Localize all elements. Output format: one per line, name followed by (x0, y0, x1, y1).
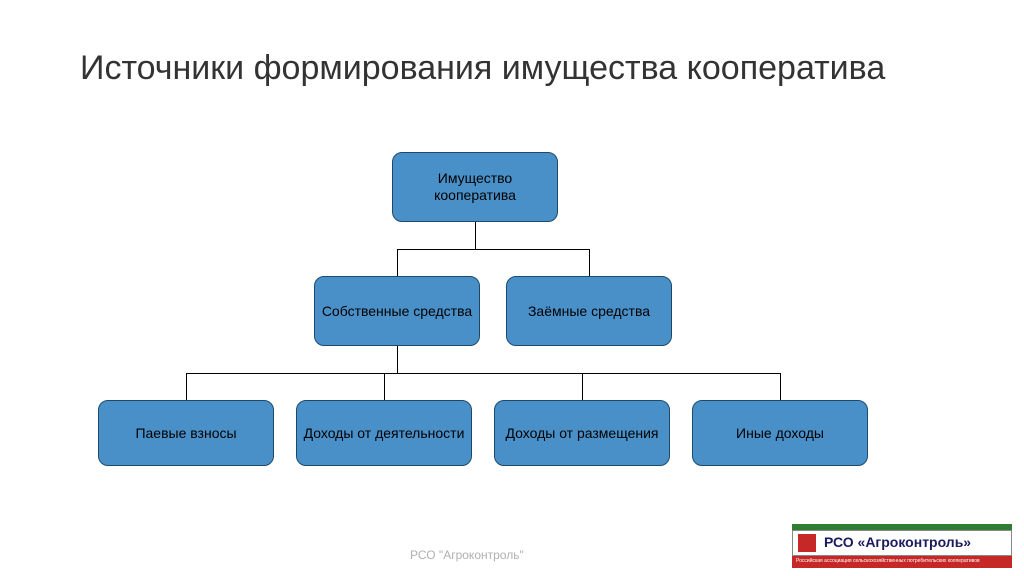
connector-line (186, 373, 780, 374)
connector-line (475, 222, 476, 249)
connector-line (780, 373, 781, 400)
chart-node-root: Имущество кооператива (392, 152, 558, 222)
chart-node-n3: Доходы от размещения (494, 400, 670, 466)
chart-node-n1: Паевые взносы (98, 400, 274, 466)
logo-accent-icon (798, 534, 816, 552)
connector-line (384, 373, 385, 400)
chart-node-own: Собственные средства (314, 276, 480, 346)
footer-logo: РСО «Агроконтроль» Российская ассоциация … (792, 524, 1012, 568)
connector-line (186, 373, 187, 400)
chart-node-n2: Доходы от деятельности (296, 400, 472, 466)
connector-line (582, 373, 583, 400)
org-chart: Имущество кооператива Собственные средств… (0, 0, 1024, 576)
logo-brand-text: РСО «Агроконтроль» (824, 534, 971, 550)
connector-line (397, 346, 398, 373)
connector-line (397, 249, 398, 276)
chart-node-borrow: Заёмные средства (506, 276, 672, 346)
footer-caption: РСО "Агроконтроль" (410, 548, 524, 562)
connector-line (589, 249, 590, 276)
connector-line (397, 249, 589, 250)
chart-node-n4: Иные доходы (692, 400, 868, 466)
logo-subtext: Российская ассоциация сельскохозяйственн… (796, 558, 1008, 564)
